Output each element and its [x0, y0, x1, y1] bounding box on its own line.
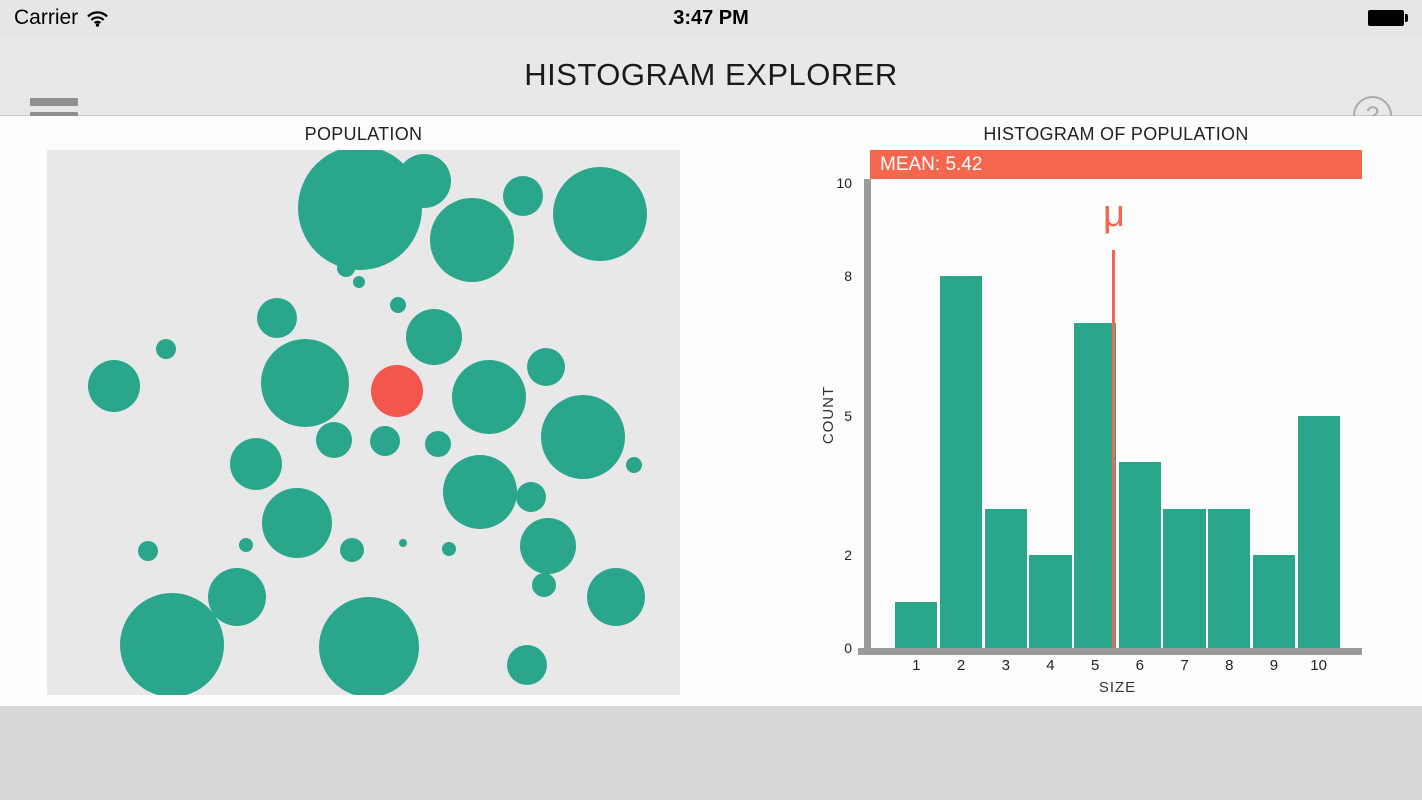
x-tick-label: 2 — [956, 657, 966, 674]
histogram-bar-4 — [1029, 555, 1072, 648]
x-tick-label: 6 — [1135, 657, 1145, 674]
population-circle[interactable] — [138, 541, 158, 561]
population-circle-highlighted[interactable] — [371, 365, 423, 417]
x-axis-label: SIZE — [1098, 679, 1137, 696]
histogram-bar-8 — [1208, 508, 1251, 648]
battery-icon — [1368, 10, 1408, 26]
population-circle[interactable] — [443, 455, 517, 529]
menu-bar — [30, 98, 78, 106]
population-circle[interactable] — [587, 568, 645, 626]
population-circle[interactable] — [520, 518, 576, 574]
carrier-label: Carrier — [14, 6, 79, 29]
bottom-bar — [0, 706, 1422, 800]
x-tick-label: 10 — [1310, 657, 1327, 674]
population-circle[interactable] — [298, 150, 422, 270]
mean-banner: MEAN: 5.42 — [870, 150, 1362, 179]
y-tick-label: 8 — [844, 268, 852, 284]
population-circle[interactable] — [230, 438, 282, 490]
population-circle[interactable] — [261, 339, 349, 427]
y-tick-label: 5 — [844, 407, 852, 424]
histogram-bar-10 — [1297, 415, 1340, 648]
population-circle[interactable] — [532, 573, 556, 597]
population-circle[interactable] — [442, 542, 456, 556]
x-tick-label: 9 — [1269, 657, 1279, 674]
population-circle[interactable] — [541, 395, 625, 479]
x-tick-labels: 1 2 3 4 5 6 7 8 9 10 — [894, 657, 1341, 677]
population-circle[interactable] — [452, 360, 526, 434]
population-circle[interactable] — [553, 167, 647, 261]
histogram-title: HISTOGRAM OF POPULATION — [983, 124, 1249, 144]
population-circle[interactable] — [353, 276, 365, 288]
population-circle[interactable] — [507, 645, 547, 685]
histogram-bar-1 — [895, 601, 938, 648]
population-circle[interactable] — [399, 539, 407, 547]
y-tick-labels: 0 2 5 8 10 — [816, 175, 858, 656]
population-circle[interactable] — [316, 422, 352, 458]
population-circle[interactable] — [397, 154, 451, 208]
population-circle[interactable] — [120, 593, 224, 695]
battery-nub — [1405, 14, 1408, 22]
x-tick-label: 5 — [1090, 657, 1100, 674]
mean-symbol: μ — [1102, 193, 1125, 235]
page-title: HISTOGRAM EXPLORER — [524, 57, 898, 92]
population-circle[interactable] — [430, 198, 514, 282]
population-circle[interactable] — [390, 297, 406, 313]
population-circle[interactable] — [626, 457, 642, 473]
wifi-icon — [87, 10, 108, 27]
x-tick-label: 1 — [912, 657, 921, 674]
population-circle[interactable] — [337, 259, 355, 277]
y-axis-label: COUNT — [820, 385, 837, 445]
population-circle[interactable] — [319, 597, 419, 695]
population-circle[interactable] — [370, 426, 400, 456]
population-circle[interactable] — [340, 538, 364, 562]
x-tick-label: 4 — [1046, 657, 1055, 674]
x-tick-label: 7 — [1180, 657, 1189, 674]
histogram-bar-6 — [1118, 462, 1161, 648]
mean-line — [1112, 250, 1116, 648]
x-tick-label: 8 — [1225, 657, 1234, 674]
population-circle[interactable] — [262, 488, 332, 558]
population-circle[interactable] — [88, 360, 140, 412]
population-circle[interactable] — [503, 176, 543, 216]
population-plot — [47, 150, 680, 695]
status-left: Carrier — [14, 6, 109, 30]
population-circle[interactable] — [425, 431, 451, 457]
y-tick-label: 10 — [836, 175, 852, 191]
population-circle[interactable] — [527, 348, 565, 386]
population-circle[interactable] — [239, 538, 253, 552]
status-bar: Carrier 3:47 PM — [0, 0, 1422, 37]
app-header: HISTOGRAM EXPLORER ? — [0, 37, 1422, 135]
y-tick-label: 0 — [844, 640, 852, 656]
clock-label: 3:47 PM — [673, 7, 749, 29]
y-axis-line — [864, 179, 871, 655]
population-circle[interactable] — [257, 298, 297, 338]
mean-value-label: MEAN: 5.42 — [880, 154, 983, 175]
population-circle[interactable] — [406, 309, 462, 365]
histogram-bar-3 — [984, 508, 1027, 648]
population-circle[interactable] — [516, 482, 546, 512]
x-tick-label: 3 — [1001, 657, 1010, 674]
population-circle[interactable] — [208, 568, 266, 626]
histogram-bar-9 — [1252, 555, 1296, 648]
histogram-bar-5 — [1074, 322, 1117, 648]
histogram-bar-7 — [1163, 508, 1206, 648]
population-circle[interactable] — [156, 339, 176, 359]
histogram-bars: μ — [894, 183, 1341, 648]
y-tick-label: 2 — [844, 547, 852, 563]
population-title: POPULATION — [304, 124, 423, 144]
population-circle[interactable] — [366, 250, 380, 264]
histogram-bar-2 — [939, 276, 983, 648]
x-axis-line — [858, 648, 1362, 655]
